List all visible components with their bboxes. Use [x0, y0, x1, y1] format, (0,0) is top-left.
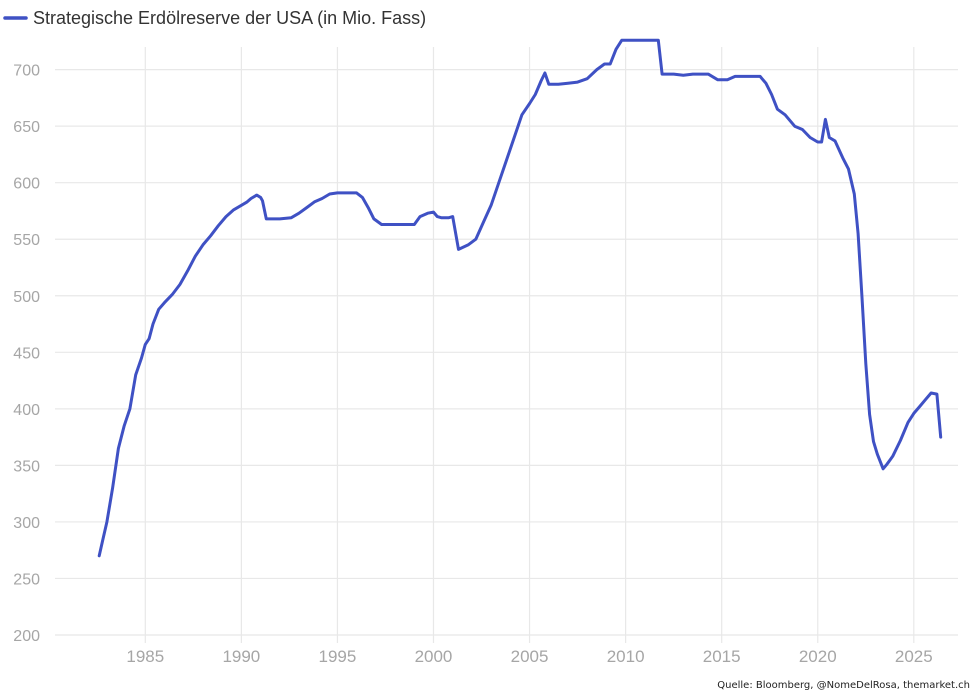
y-tick-label: 450 [13, 345, 40, 362]
x-tick-label: 2015 [703, 647, 741, 666]
x-tick-label: 2025 [895, 647, 933, 666]
x-tick-label: 1995 [319, 647, 357, 666]
y-tick-label: 500 [13, 289, 40, 306]
y-tick-label: 700 [13, 63, 40, 80]
x-tick-label: 1990 [222, 647, 260, 666]
x-axis-tick-labels: 1985 1990 1995 2000 2005 2010 2015 2020 2025 [126, 647, 932, 666]
y-gridlines [55, 69, 958, 636]
x-gridlines [144, 47, 915, 643]
y-tick-label: 300 [13, 515, 40, 532]
x-tick-label: 1985 [126, 647, 164, 666]
y-tick-label: 600 [13, 176, 40, 193]
y-tick-label: 550 [13, 232, 40, 249]
y-tick-label: 650 [13, 119, 40, 136]
x-tick-label: 2020 [799, 647, 837, 666]
legend-label: Strategische Erdölreserve der USA (in Mi… [33, 8, 426, 28]
series-line [97, 38, 943, 558]
source-note: Quelle: Bloomberg, @NomeDelRosa, themark… [717, 680, 970, 691]
x-tick-label: 2005 [511, 647, 549, 666]
y-axis-tick-labels: 200 250 300 350 400 450 500 550 600 650 700 [13, 63, 40, 645]
y-tick-label: 250 [13, 571, 40, 588]
x-tick-label: 2000 [415, 647, 453, 666]
x-tick-label: 2010 [607, 647, 645, 666]
y-tick-label: 200 [13, 628, 40, 645]
y-tick-label: 400 [13, 402, 40, 419]
legend: Strategische Erdölreserve der USA (in Mi… [3, 8, 426, 28]
series-group [97, 38, 943, 558]
y-tick-label: 350 [13, 458, 40, 475]
